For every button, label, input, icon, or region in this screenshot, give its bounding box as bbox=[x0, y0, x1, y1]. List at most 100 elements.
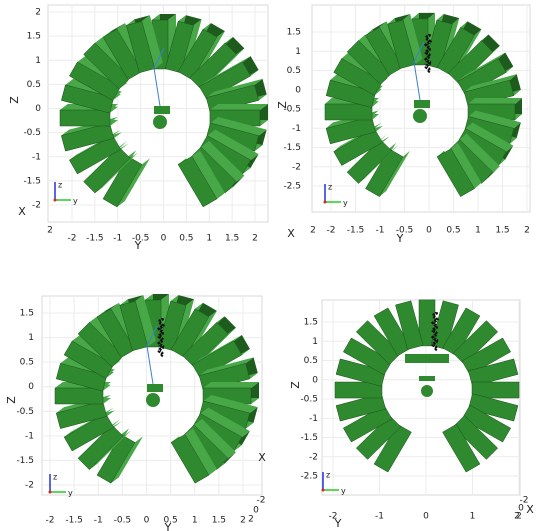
triad-x bbox=[54, 199, 57, 202]
y-tick-label: 2 bbox=[240, 516, 246, 526]
x-axis-label: X bbox=[526, 503, 534, 516]
z-tick-label: 2 bbox=[35, 8, 41, 18]
block bbox=[325, 104, 372, 120]
y-tick-label: -2 bbox=[68, 234, 77, 244]
x-tick-label: 2 bbox=[47, 226, 53, 236]
z-tick-label: 0 bbox=[295, 85, 301, 95]
center-block bbox=[146, 393, 160, 407]
z-tick-label: 0.5 bbox=[20, 358, 34, 368]
z-axis-label: Z bbox=[289, 381, 302, 389]
triad-label: z bbox=[326, 471, 330, 480]
z-tick-label: 1.5 bbox=[20, 309, 34, 319]
z-tick-label: -1.5 bbox=[23, 176, 41, 186]
center-block bbox=[147, 384, 163, 392]
triad-label: y bbox=[68, 489, 73, 498]
panel: 1.510.50-0.5-1-1.5-2-2.5-2-1.5-1-0.500.5… bbox=[276, 5, 530, 245]
center-block bbox=[413, 109, 427, 123]
y-tick-label: 1 bbox=[470, 512, 476, 522]
triad-x bbox=[322, 489, 325, 492]
z-axis-label: Z bbox=[5, 396, 18, 404]
figure: 2 1.5 1 0.5 0 -0.5 -1 -1.5 -2 -2 -1.5 -1 -0.5 0 0.5 1 1.… bbox=[0, 0, 542, 531]
y-tick-label: -1 bbox=[375, 512, 384, 522]
y-tick-label: 1 bbox=[192, 516, 198, 526]
y-tick-label: -0.5 bbox=[114, 516, 132, 526]
center-block bbox=[419, 376, 435, 381]
z-tick-label: -0.5 bbox=[300, 395, 318, 405]
z-tick-label: 1.5 bbox=[304, 318, 318, 328]
y-tick-label: 0 bbox=[144, 516, 150, 526]
z-axis-label: Z bbox=[8, 96, 21, 104]
block bbox=[60, 110, 110, 126]
x-tick-label: 0 bbox=[253, 506, 259, 516]
block-top bbox=[203, 382, 259, 388]
z-tick-label: 1 bbox=[35, 56, 41, 66]
z-axis-label: Z bbox=[276, 101, 289, 109]
y-tick-label: 0 bbox=[426, 226, 432, 236]
panel: 1.510.50-0.5-1-1.5-2-2.5-2-101220-2ZXYzy bbox=[289, 300, 534, 530]
y-tick-label: 0 bbox=[161, 234, 167, 244]
page: {"panels": [ {"z_label": "Z", "x_label":… bbox=[0, 0, 542, 531]
y-tick-label: -1 bbox=[94, 516, 103, 526]
z-tick-label: -2 bbox=[292, 162, 301, 172]
z-tick-label: -1.5 bbox=[300, 433, 318, 443]
center-block bbox=[414, 100, 430, 108]
block-top bbox=[210, 104, 268, 110]
x-axis-label: X bbox=[287, 227, 295, 240]
x-tick-label: 2 bbox=[310, 226, 316, 236]
x-axis-label: X bbox=[258, 451, 266, 464]
z-tick-label: -1 bbox=[32, 152, 41, 162]
z-tick-label: -1.5 bbox=[16, 456, 34, 466]
z-tick-label: -2.5 bbox=[283, 182, 301, 192]
x-tick-label: 2 bbox=[248, 515, 254, 525]
center-block bbox=[154, 106, 170, 114]
y-tick-label: -1 bbox=[376, 226, 385, 236]
triad-label: y bbox=[341, 487, 346, 496]
x-tick-label: -2 bbox=[257, 496, 266, 506]
y-axis-label: Y bbox=[134, 239, 142, 252]
y-tick-label: 1.5 bbox=[212, 516, 226, 526]
y-tick-label: -1 bbox=[113, 234, 122, 244]
y-tick-label: 1.5 bbox=[225, 234, 239, 244]
z-tick-label: -2 bbox=[309, 452, 318, 462]
z-tick-label: 1 bbox=[312, 337, 318, 347]
y-tick-label: 0.5 bbox=[179, 234, 193, 244]
z-tick-label: 1 bbox=[295, 47, 301, 57]
y-tick-label: -1.5 bbox=[347, 226, 365, 236]
z-tick-label: 1.5 bbox=[27, 32, 41, 42]
y-tick-label: -2 bbox=[46, 516, 55, 526]
y-tick-label: 1 bbox=[206, 234, 212, 244]
block bbox=[55, 388, 103, 404]
z-tick-label: -2 bbox=[25, 481, 34, 491]
triad-label: z bbox=[53, 473, 57, 482]
z-tick-label: -2.5 bbox=[300, 472, 318, 482]
y-axis-label: Y bbox=[396, 232, 404, 245]
triad-label: z bbox=[58, 181, 62, 190]
z-tick-label: 1.5 bbox=[287, 28, 301, 38]
z-tick-label: -1 bbox=[309, 414, 318, 424]
triad-x bbox=[49, 491, 52, 494]
y-tick-label: 0 bbox=[423, 512, 429, 522]
z-tick-label: -1.5 bbox=[283, 143, 301, 153]
z-tick-label: 0 bbox=[28, 382, 34, 392]
triad-label: z bbox=[328, 183, 332, 192]
y-tick-label: 1.5 bbox=[495, 226, 509, 236]
z-tick-label: 0.5 bbox=[27, 80, 41, 90]
y-axis-label: Y bbox=[164, 521, 172, 531]
y-tick-label: -1.5 bbox=[65, 516, 83, 526]
y-tick-label: 0.5 bbox=[446, 226, 460, 236]
z-tick-label: 0 bbox=[312, 375, 318, 385]
z-tick-label: -1 bbox=[25, 431, 34, 441]
z-tick-label: 1 bbox=[28, 333, 34, 343]
block-top bbox=[468, 98, 522, 104]
triad-label: y bbox=[73, 197, 78, 206]
center-block bbox=[153, 115, 167, 129]
z-tick-label: -0.5 bbox=[23, 128, 41, 138]
center-block bbox=[405, 354, 449, 363]
x-axis-label: X bbox=[18, 205, 26, 218]
y-tick-label: 2 bbox=[524, 226, 530, 236]
y-tick-label: -1.5 bbox=[86, 234, 104, 244]
z-tick-label: -1 bbox=[292, 124, 301, 134]
z-tick-label: 0 bbox=[35, 104, 41, 114]
